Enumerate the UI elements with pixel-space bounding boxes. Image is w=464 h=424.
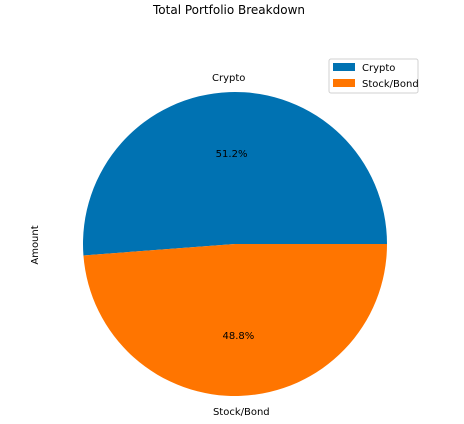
legend-label-crypto: Crypto <box>362 63 395 74</box>
slice-label-stock-bond: Stock/Bond <box>213 407 270 418</box>
pie-labels: Crypto 51.2% Stock/Bond 48.8% <box>212 73 270 418</box>
pie-slices <box>83 92 388 397</box>
slice-percent-crypto: 51.2% <box>216 149 248 160</box>
chart-title: Total Portfolio Breakdown <box>152 3 305 17</box>
pie-slice-stock-bond <box>83 244 387 397</box>
slice-percent-stock-bond: 48.8% <box>223 331 255 342</box>
pie-slice-crypto <box>83 92 388 256</box>
legend-swatch-crypto <box>333 63 355 71</box>
legend: Crypto Stock/Bond <box>328 58 419 94</box>
slice-label-crypto: Crypto <box>212 73 245 84</box>
legend-label-stock-bond: Stock/Bond <box>362 79 419 90</box>
y-axis-label: Amount <box>30 225 41 264</box>
legend-swatch-stock-bond <box>333 79 355 87</box>
